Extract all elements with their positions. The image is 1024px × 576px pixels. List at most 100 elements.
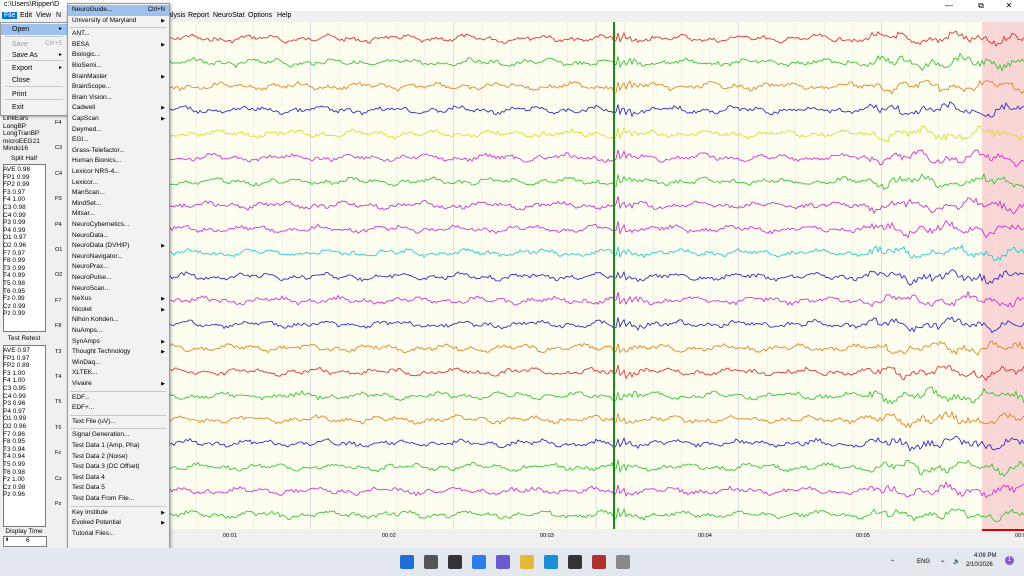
test-retest-row[interactable]: F8 0.95: [3, 438, 26, 446]
split-half-row[interactable]: Cz 0.99: [3, 302, 26, 310]
open-menu-item[interactable]: Lexicor...: [68, 178, 169, 189]
test-retest-row[interactable]: F3 1.00: [3, 369, 26, 377]
open-menu-item[interactable]: NeuroPrax...: [68, 262, 169, 273]
test-retest-row[interactable]: AVE 0.97: [3, 347, 30, 354]
test-retest-row[interactable]: Pz 0.96: [3, 491, 26, 499]
open-menu-item[interactable]: XLTEK...: [68, 368, 169, 379]
task-view-icon[interactable]: [448, 555, 462, 569]
open-menu-item[interactable]: Test Data 5: [68, 483, 169, 494]
network-icon[interactable]: ⌁: [941, 559, 945, 565]
split-half-row[interactable]: T4 0.99: [3, 272, 26, 280]
open-menu-item[interactable]: SynAmps ▶: [68, 337, 169, 348]
file-menu-item[interactable]: Close: [1, 75, 67, 86]
split-half-row[interactable]: O1 0.97: [3, 234, 27, 242]
menu-file[interactable]: File: [2, 12, 18, 19]
test-retest-row[interactable]: T4 0.94: [3, 453, 26, 461]
test-retest-row[interactable]: T6 0.98: [3, 468, 26, 476]
test-retest-row[interactable]: F7 0.96: [3, 430, 26, 438]
test-retest-row[interactable]: P3 0.96: [3, 400, 26, 408]
test-retest-row[interactable]: FP2 0.89: [3, 362, 30, 370]
minimize-button[interactable]: —: [945, 1, 953, 10]
open-menu-item[interactable]: MindSet...: [68, 199, 169, 210]
open-menu-item[interactable]: ANT...: [68, 29, 169, 40]
app-neuroguide-icon[interactable]: [616, 555, 630, 569]
widgets-icon[interactable]: [472, 555, 486, 569]
split-half-row[interactable]: Fz 0.99: [3, 295, 25, 303]
store-icon[interactable]: [568, 555, 582, 569]
montage-item[interactable]: Mindo16: [3, 145, 28, 152]
split-half-row[interactable]: F8 0.99: [3, 257, 26, 265]
split-half-row[interactable]: P4 0.99: [3, 226, 26, 234]
test-retest-row[interactable]: C4 0.99: [3, 392, 26, 400]
app-red-icon[interactable]: [592, 555, 606, 569]
test-retest-row[interactable]: C3 0.95: [3, 385, 26, 392]
open-menu-item[interactable]: EDF...: [68, 393, 169, 404]
menu-report[interactable]: Report: [188, 12, 210, 19]
split-half-row[interactable]: F7 0.97: [3, 249, 26, 257]
split-half-row[interactable]: F4 1.00: [3, 196, 26, 204]
open-menu-item[interactable]: NeuroData (DVHIP) ▶: [68, 241, 169, 252]
close-button[interactable]: ✕: [1005, 1, 1013, 10]
open-menu-item[interactable]: BrainScope...: [68, 82, 169, 93]
split-half-row[interactable]: C4 0.99: [3, 211, 26, 219]
open-menu-item[interactable]: Evoked Potential ▶: [68, 518, 169, 529]
open-menu-item[interactable]: Test Data From File...: [68, 494, 169, 505]
spinner-arrows-icon[interactable]: ⬍: [5, 537, 10, 543]
open-menu-item[interactable]: Cadwell ▶: [68, 103, 169, 114]
file-menu-item[interactable]: Save Ctrl+S: [1, 39, 67, 50]
open-menu-item[interactable]: CapScan ▶: [68, 114, 169, 125]
open-menu-item[interactable]: WinDaq...: [68, 358, 169, 369]
chevron-up-icon[interactable]: ⌃: [890, 560, 896, 566]
open-menu-item[interactable]: Tutorial Files...: [68, 529, 169, 540]
open-menu-item[interactable]: Nihon Kohden...: [68, 315, 169, 326]
file-menu-item[interactable]: Save As ▸: [1, 50, 67, 61]
maximize-button[interactable]: ⧉: [978, 1, 984, 10]
split-half-row[interactable]: T5 0.98: [3, 280, 26, 287]
open-menu-item[interactable]: BrainMaster ▶: [68, 72, 169, 83]
file-explorer-icon[interactable]: [520, 555, 534, 569]
open-menu-item[interactable]: Brain Vision...: [68, 93, 169, 104]
split-half-row[interactable]: P3 0.99: [3, 219, 26, 227]
test-retest-row[interactable]: O1 0.99: [3, 415, 27, 423]
test-retest-row[interactable]: O2 0.96: [3, 423, 27, 430]
menu-help[interactable]: Help: [277, 12, 292, 19]
test-retest-list[interactable]: [3, 345, 46, 527]
open-menu-item[interactable]: NeuroScan...: [68, 284, 169, 295]
menu-n[interactable]: N: [56, 12, 62, 19]
test-retest-row[interactable]: T5 0.99: [3, 461, 26, 468]
menu-neurostat[interactable]: NeuroStat: [213, 12, 245, 19]
clock-date[interactable]: 2/10/2026: [966, 562, 993, 568]
file-menu-item[interactable]: Export ▸: [1, 63, 67, 74]
open-menu-item[interactable]: EDF+...: [68, 403, 169, 414]
montage-item[interactable]: LongTranBP: [3, 130, 40, 137]
open-menu-item[interactable]: Test Data 1 (Amp, Pha): [68, 441, 169, 452]
open-menu-item[interactable]: Thought Technology ▶: [68, 347, 169, 358]
test-retest-row[interactable]: F4 1.00: [3, 377, 26, 385]
eeg-trace-area[interactable]: [167, 22, 1024, 529]
split-half-row[interactable]: FP1 0.99: [3, 173, 30, 181]
open-menu-item[interactable]: EGI...: [68, 135, 169, 146]
test-retest-row[interactable]: Cz 0.98: [3, 483, 26, 491]
open-menu-item[interactable]: BESA ▶: [68, 40, 169, 51]
language-indicator[interactable]: ENG: [917, 559, 931, 565]
split-half-row[interactable]: T6 0.95: [3, 287, 26, 295]
split-half-row[interactable]: T3 0.99: [3, 264, 26, 272]
open-menu-item[interactable]: Lexicor NRS-4...: [68, 167, 169, 178]
montage-item[interactable]: microEEG21: [3, 137, 40, 145]
split-half-row[interactable]: C3 0.98: [3, 204, 26, 211]
open-menu-item[interactable]: Deymed...: [68, 125, 169, 136]
open-menu-item[interactable]: Mitsar...: [68, 209, 169, 220]
split-half-row[interactable]: F3 0.97: [3, 188, 26, 196]
open-menu-item[interactable]: Test Data 2 (Noise): [68, 452, 169, 463]
file-menu-item[interactable]: Open ▸: [1, 24, 67, 35]
menu-view[interactable]: View: [36, 12, 52, 19]
open-menu-item[interactable]: NeuroPulse...: [68, 273, 169, 284]
montage-item[interactable]: LongBP: [3, 122, 27, 130]
split-half-row[interactable]: AVE 0.98: [3, 166, 30, 173]
open-menu-item[interactable]: University of Maryland ▶: [68, 16, 169, 27]
test-retest-row[interactable]: FP1 0.97: [3, 354, 30, 362]
split-half-row[interactable]: Pz 0.99: [3, 310, 26, 318]
split-half-list[interactable]: [3, 164, 46, 332]
open-menu-item[interactable]: NuAmps...: [68, 326, 169, 337]
open-menu-item[interactable]: Biologic...: [68, 50, 169, 61]
